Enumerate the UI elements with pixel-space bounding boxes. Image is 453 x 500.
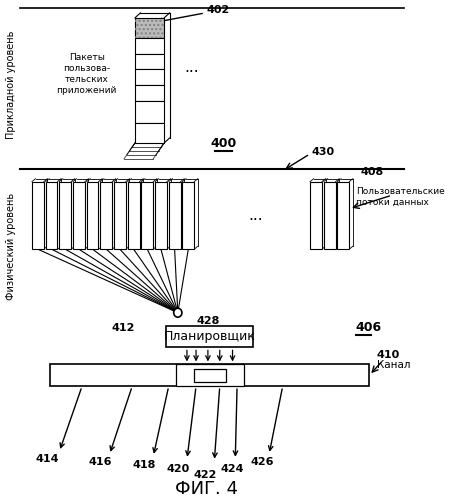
Text: 428: 428 — [196, 316, 219, 326]
Bar — [87, 182, 98, 249]
Text: 420: 420 — [166, 464, 189, 473]
Text: 410: 410 — [376, 350, 400, 360]
Text: 402: 402 — [207, 5, 230, 15]
Bar — [169, 182, 181, 249]
Text: 412: 412 — [111, 322, 135, 332]
Bar — [73, 182, 85, 249]
Text: Прикладной уровень: Прикладной уровень — [6, 30, 16, 138]
Bar — [50, 364, 369, 386]
Bar — [114, 182, 126, 249]
Text: 400: 400 — [210, 138, 236, 150]
Text: 416: 416 — [88, 456, 112, 466]
Bar — [310, 182, 322, 249]
Bar — [194, 369, 226, 382]
Text: 414: 414 — [36, 454, 59, 464]
Bar — [135, 18, 164, 38]
Bar — [135, 54, 164, 70]
Text: 406: 406 — [356, 321, 382, 334]
Bar — [135, 70, 164, 86]
Bar — [337, 182, 349, 249]
Bar — [183, 182, 194, 249]
Bar — [141, 182, 153, 249]
Bar — [46, 182, 58, 249]
Bar — [135, 18, 164, 38]
Bar — [100, 182, 112, 249]
Bar — [59, 182, 71, 249]
Text: Физический уровень: Физический уровень — [6, 192, 16, 300]
Text: 418: 418 — [132, 460, 156, 469]
Bar — [176, 364, 244, 386]
Bar — [135, 86, 164, 102]
Bar — [166, 326, 253, 347]
Bar — [128, 182, 140, 249]
Text: 422: 422 — [193, 470, 217, 480]
Circle shape — [173, 308, 182, 317]
Text: ФИГ. 4: ФИГ. 4 — [174, 480, 237, 498]
Bar — [135, 123, 164, 143]
Bar — [324, 182, 336, 249]
Text: Пакеты
пользова-
тельских
приложений: Пакеты пользова- тельских приложений — [57, 53, 117, 96]
Bar — [135, 102, 164, 123]
Text: 408: 408 — [360, 167, 383, 177]
Bar — [155, 182, 167, 249]
Bar — [135, 38, 164, 54]
Text: ...: ... — [248, 208, 263, 223]
Text: ...: ... — [184, 60, 199, 76]
Text: 430: 430 — [312, 147, 335, 157]
Text: 426: 426 — [251, 456, 275, 466]
Bar — [32, 182, 44, 249]
Text: 424: 424 — [221, 464, 244, 473]
Text: Планировщик: Планировщик — [164, 330, 255, 343]
Text: Пользовательские
потоки данных: Пользовательские потоки данных — [356, 186, 444, 206]
Text: Канал: Канал — [376, 360, 410, 370]
